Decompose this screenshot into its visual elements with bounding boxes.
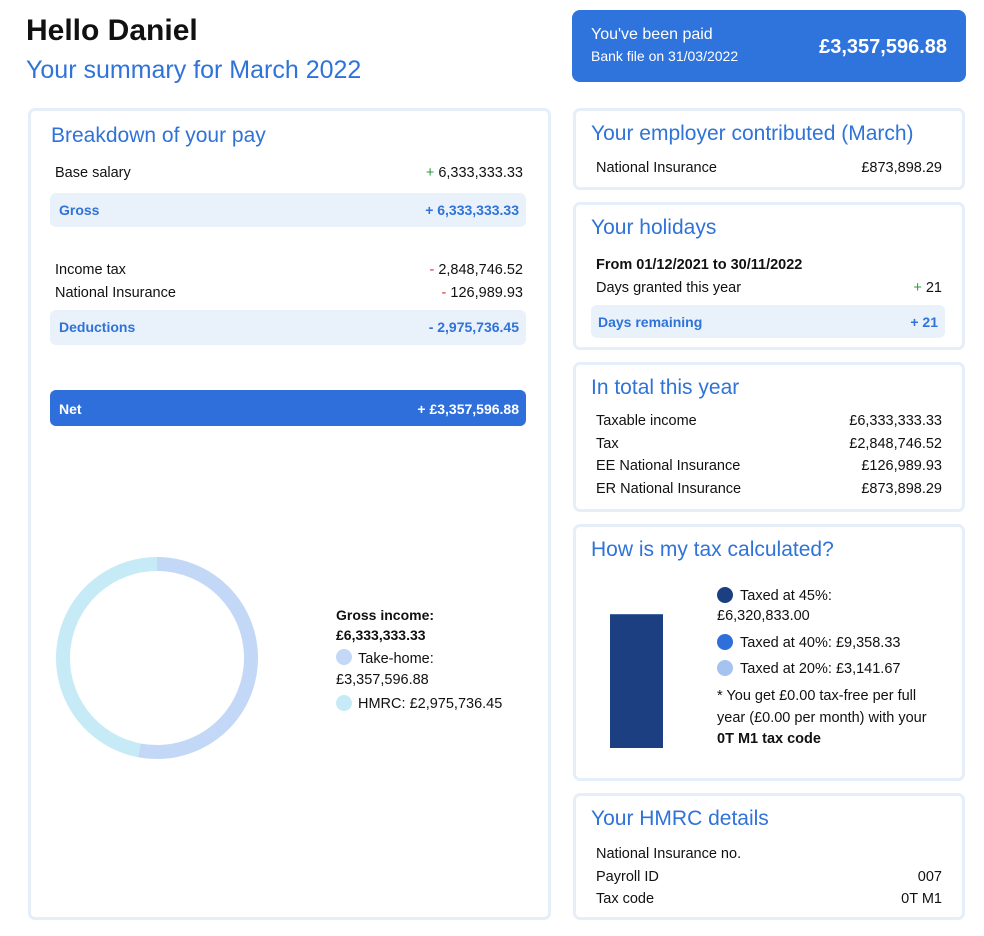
row-value: + 21 — [913, 279, 942, 297]
card-title: Your HMRC details — [591, 807, 769, 830]
legend-value: £9,358.33 — [835, 635, 901, 651]
legend-name: Taxed at 45%: — [740, 588, 832, 604]
sign: + — [913, 280, 922, 296]
legend-name: Take-home: — [358, 651, 434, 667]
legend-name: HMRC: — [358, 696, 406, 712]
legend-value: £2,975,736.45 — [409, 696, 503, 712]
row-label: National Insurance — [55, 285, 176, 301]
deductions-row: Deductions - 2,975,736.45 — [50, 310, 526, 345]
paid-title: You've been paid — [591, 26, 713, 43]
row-value: £6,333,333.33 — [849, 413, 942, 429]
row-value: 0T M1 — [901, 891, 942, 907]
net-row: Net + £3,357,596.88 — [50, 390, 526, 426]
remaining-row: Days remaining + 21 — [591, 305, 945, 338]
legend-value: £3,357,596.88 — [336, 672, 429, 688]
legend-name: Taxed at 40%: — [740, 635, 832, 651]
legend-entry: Taxed at 20%: £3,141.67 — [740, 660, 900, 678]
donut-total: £6,333,333.33 — [336, 627, 426, 643]
row-label: Income tax — [55, 262, 126, 278]
row-label: National Insurance no. — [596, 846, 742, 862]
row-label: ER National Insurance — [596, 481, 742, 498]
legend-dot — [717, 634, 733, 650]
tax-card — [573, 524, 965, 781]
gross-row: Gross + 6,333,333.33 — [50, 193, 526, 227]
legend-dot — [336, 695, 352, 711]
row-label: Base salary — [55, 165, 131, 181]
row-amount: - 126,989.93 — [442, 284, 523, 302]
breakdown-card — [28, 108, 551, 920]
row-label: Tax code — [596, 891, 655, 907]
employer-card — [573, 108, 965, 190]
row-label: EE National Insurance — [596, 458, 741, 475]
row-amount: + 6,333,333.33 — [425, 202, 519, 218]
row-value: £873,898.29 — [861, 160, 942, 176]
sign: - — [441, 285, 447, 301]
tax-bar — [610, 614, 663, 748]
legend-dot — [717, 587, 733, 603]
card-title: Breakdown of your pay — [51, 124, 266, 147]
row-label: Days remaining — [598, 314, 703, 330]
sign: + — [425, 165, 435, 181]
row-label: Gross — [59, 202, 100, 218]
row-value: £2,848,746.52 — [849, 435, 942, 452]
row-amount: + 6,333,333.33 — [426, 164, 523, 182]
amount: 6,333,333.33 — [438, 165, 523, 181]
row-amount: + £3,357,596.88 — [417, 401, 519, 417]
row-amount: - 2,975,736.45 — [428, 319, 519, 335]
row-label: Net — [59, 401, 82, 417]
hmrc-card — [573, 793, 965, 920]
donut-segment — [137, 557, 258, 759]
row-label: Days granted this year — [596, 280, 742, 296]
totals-card — [573, 362, 965, 512]
amount: 126,989.93 — [450, 285, 523, 301]
row-value: £873,898.29 — [861, 481, 942, 498]
card-title: Your employer contributed (March) — [591, 122, 914, 145]
note-bold: 0T M1 tax code — [717, 731, 821, 747]
row-label: Payroll ID — [596, 868, 659, 885]
row-value: 007 — [917, 868, 942, 885]
subtitle: Your summary for March 2022 — [26, 56, 362, 84]
row-label: Deductions — [59, 319, 136, 335]
sign: - — [429, 262, 435, 278]
row-value: £126,989.93 — [861, 458, 942, 475]
legend-name: Taxed at 20%: — [740, 661, 832, 677]
paid-subtitle: Bank file on 31/03/2022 — [591, 48, 739, 64]
paid-amount: £3,357,596.88 — [819, 36, 947, 58]
amount: 2,848,746.52 — [438, 262, 523, 278]
value: 21 — [925, 280, 942, 296]
legend-value: £3,141.67 — [835, 661, 901, 677]
legend-dot — [336, 649, 352, 665]
legend-entry: Taxed at 40%: £9,358.33 — [740, 634, 900, 652]
card-title: Your holidays — [591, 216, 717, 239]
legend-value: £6,320,833.00 — [717, 608, 810, 624]
greeting: Hello Daniel — [26, 14, 198, 47]
row-label: National Insurance — [596, 160, 717, 176]
row-amount: - 2,848,746.52 — [429, 261, 523, 279]
tax-note: * You get £0.00 tax-free per full year (… — [717, 686, 942, 751]
note-text: * You get £0.00 tax-free per full year (… — [717, 688, 927, 726]
period: From 01/12/2021 to 30/11/2022 — [596, 257, 803, 273]
donut-title: Gross income: — [336, 607, 435, 623]
donut-segment — [56, 557, 158, 758]
paid-banner: You've been paid Bank file on 31/03/2022… — [572, 10, 966, 82]
row-value: + 21 — [910, 314, 938, 330]
legend-entry: HMRC: £2,975,736.45 — [358, 695, 502, 713]
row-label: Taxable income — [596, 413, 697, 429]
legend-dot — [717, 660, 733, 676]
card-title: In total this year — [591, 376, 740, 399]
holidays-card — [573, 202, 965, 350]
row-label: Tax — [596, 435, 619, 452]
card-title: How is my tax calculated? — [591, 538, 834, 561]
